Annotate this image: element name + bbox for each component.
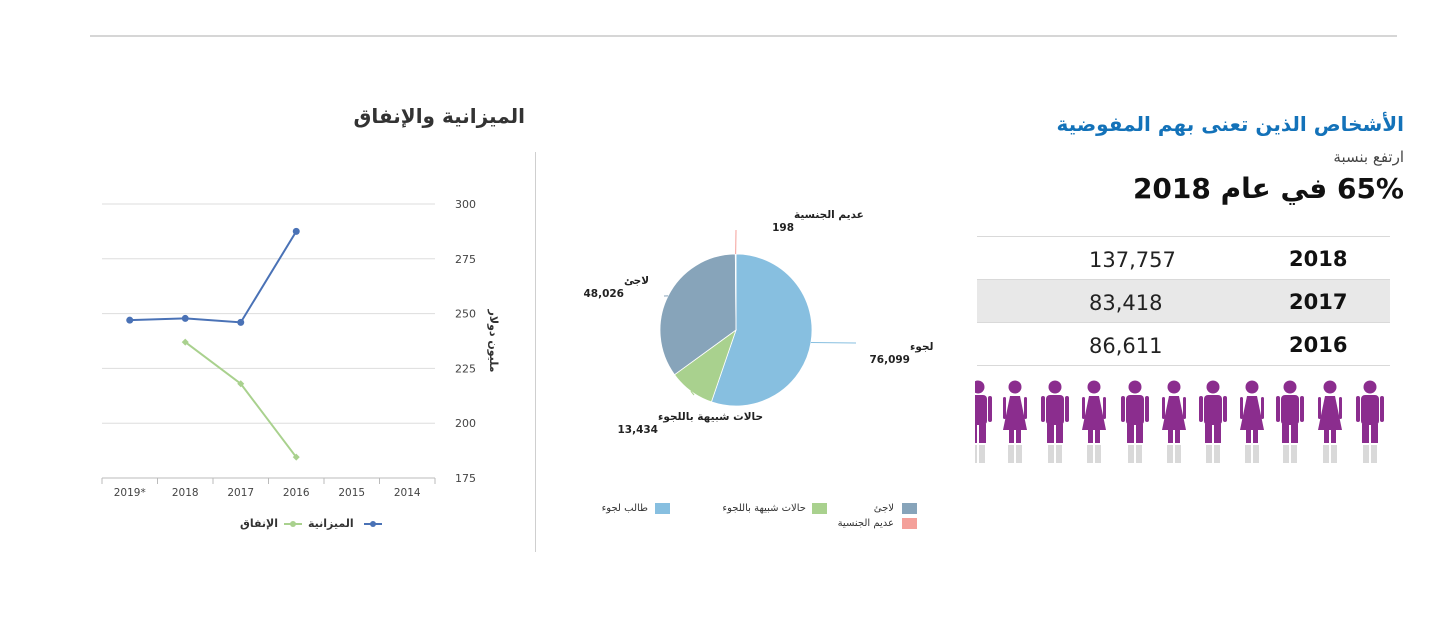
- series-line-0: [129, 230, 298, 324]
- x-tick-label: 2014: [394, 487, 421, 499]
- data-point: [292, 227, 300, 235]
- info-title: الأشخاص الذين تعنى بهم المفوضية: [1056, 112, 1404, 136]
- male-person-icon: [1199, 380, 1227, 463]
- data-point: [237, 380, 245, 388]
- data-point: [126, 316, 134, 324]
- chart-title: الميزانية والإنفاق: [353, 104, 525, 128]
- y-tick-label: 175: [455, 472, 476, 485]
- y-tick-label: 275: [455, 253, 476, 266]
- info-headline: 65% في عام 2018: [1132, 172, 1404, 205]
- female-person-icon: [1082, 380, 1106, 463]
- pie-slice-label: لاجئ: [624, 275, 649, 287]
- pie-slice-label: عديم الجنسية: [794, 209, 864, 221]
- pie-value-label: 198: [772, 222, 794, 234]
- legend-swatch-stateless: [902, 518, 917, 529]
- legend-label-similar: حالات شبيهة باللجوء: [722, 503, 806, 514]
- pie-value-label: 48,026: [583, 288, 624, 300]
- legend-label-budget: الميزانية: [308, 517, 354, 530]
- male-person-icon: [975, 380, 992, 463]
- pie-slice: [659, 253, 737, 376]
- legend-dot-spending: [290, 521, 296, 527]
- stat-row: 2017 83,418: [977, 279, 1390, 322]
- legend-label-spending: الإنفاق: [240, 517, 278, 530]
- data-point: [181, 314, 189, 322]
- line-chart: 300 275 250 225 200 175 2019* 2018 2017 2016 2015 2…: [101, 198, 500, 499]
- legend-swatch-similar: [812, 503, 827, 514]
- legend-label-refugee: لاجئ: [873, 503, 894, 514]
- info-subtitle: ارتفع بنسبة: [1333, 148, 1404, 166]
- y-tick-label: 250: [455, 308, 476, 321]
- pie-value-label: 76,099: [869, 354, 910, 366]
- top-divider: [90, 35, 1397, 37]
- female-person-icon: [1003, 380, 1027, 463]
- line-legend-marks: [284, 521, 382, 527]
- pie-value-label: 13,434: [617, 424, 658, 436]
- line-legend: الميزانية الإنفاق: [200, 513, 400, 535]
- stat-year: 2017: [1289, 290, 1348, 314]
- male-person-icon: [1121, 380, 1149, 463]
- x-tick-label: 2016: [283, 487, 310, 499]
- y-tick-label: 200: [455, 417, 476, 430]
- legend-label-asylum: طالب لجوء: [601, 503, 648, 514]
- female-person-icon: [1240, 380, 1264, 463]
- pie-slice-label: طالب لجوء: [910, 341, 936, 353]
- y-tick-label: 225: [455, 362, 476, 375]
- data-point: [181, 338, 189, 346]
- legend-dot-budget: [370, 521, 376, 527]
- y-tick-label: 300: [455, 198, 476, 211]
- x-tick-label: 2019*: [114, 487, 146, 499]
- female-person-icon: [1162, 380, 1186, 463]
- stat-row: 2016 86,611: [977, 322, 1390, 366]
- data-point: [237, 318, 245, 326]
- stats-table: 2018 137,757 2017 83,418 2016 86,611: [977, 236, 1390, 366]
- pie-slice: [710, 253, 813, 407]
- pie-leader-line: [690, 390, 695, 396]
- stat-value: 83,418: [1089, 291, 1163, 315]
- x-tick-label: 2017: [227, 487, 254, 499]
- pie-legend: لاجئ حالات شبيهة باللجوء طالب لجوء عديم …: [560, 500, 940, 540]
- stat-value: 86,611: [1089, 334, 1163, 358]
- pie-leader-line: [810, 341, 857, 344]
- stat-row: 2018 137,757: [977, 236, 1390, 279]
- male-person-icon: [1356, 380, 1384, 463]
- data-point: [292, 453, 300, 461]
- panel-divider: [535, 152, 536, 552]
- x-tick-label: 2015: [338, 487, 365, 499]
- pie-slice-label: حالات شبيهة باللجوء: [658, 411, 763, 423]
- male-person-icon: [1276, 380, 1304, 463]
- x-tick-label: 2018: [172, 487, 199, 499]
- female-person-icon: [1318, 380, 1342, 463]
- legend-swatch-asylum: [655, 503, 670, 514]
- stat-year: 2016: [1289, 333, 1348, 357]
- stat-year: 2018: [1289, 247, 1348, 271]
- legend-label-stateless: عديم الجنسية: [837, 518, 894, 529]
- stat-value: 137,757: [1089, 248, 1176, 272]
- legend-swatch-refugee: [902, 503, 917, 514]
- y-axis-label: مليون دولار: [487, 309, 500, 373]
- series-line-1: [184, 341, 298, 458]
- male-person-icon: [1041, 380, 1069, 463]
- people-figures: [975, 380, 1390, 466]
